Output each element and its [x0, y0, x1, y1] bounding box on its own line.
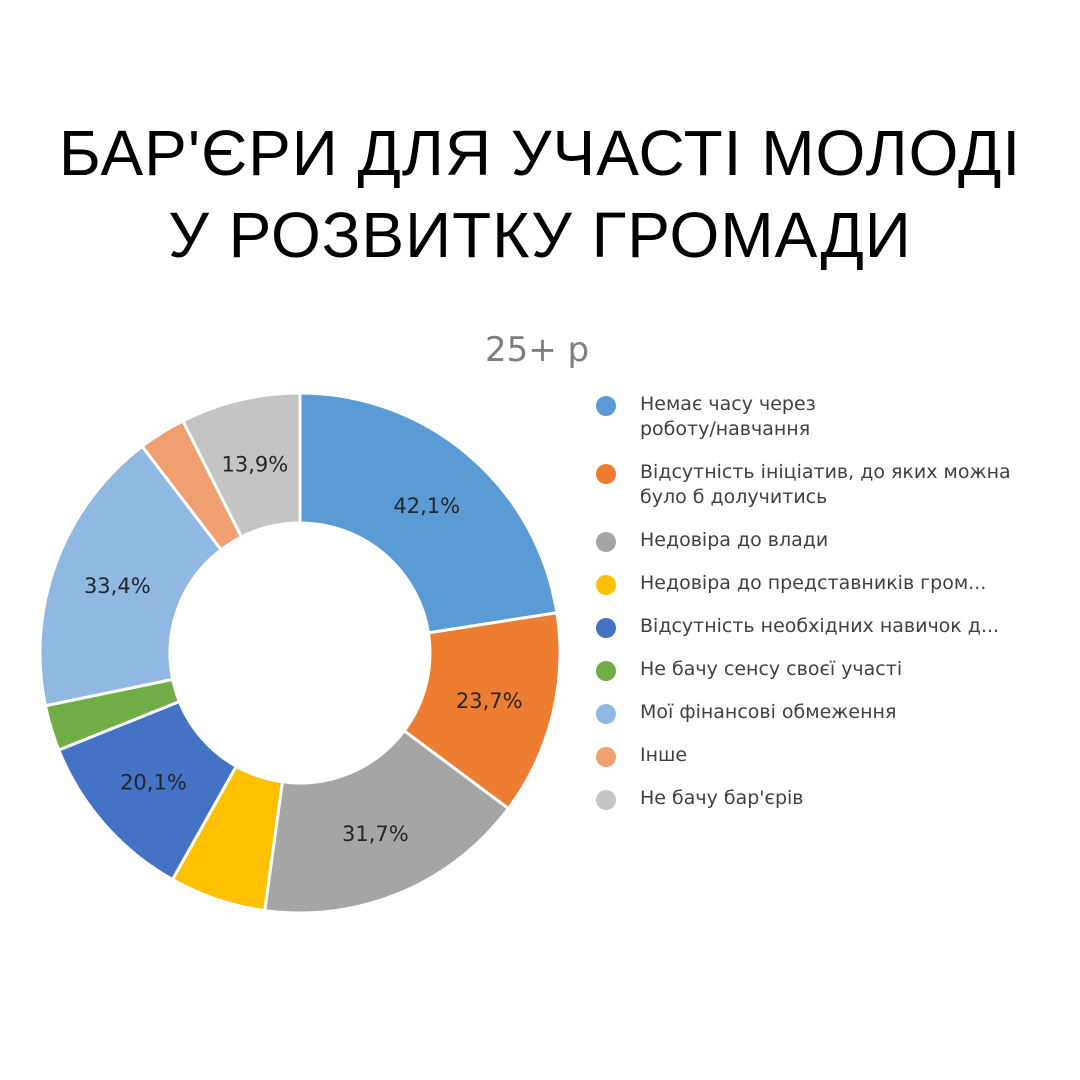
legend-item-5: Відсутність необхідних навичок д...	[594, 614, 1054, 639]
legend-item-9: Не бачу бар'єрів	[594, 786, 1054, 811]
legend-label-1: Немає часу через роботу/навчання	[640, 393, 816, 440]
title-line-1: БАР'ЄРИ ДЛЯ УЧАСТІ МОЛОДІ	[58, 117, 1022, 189]
data-label-5: 20,1%	[120, 771, 187, 795]
data-label-3: 31,7%	[342, 822, 409, 846]
legend-item-7: Мої фінансові обмеження	[594, 700, 1054, 725]
legend-swatch-1	[596, 396, 616, 416]
title-line-2: У РОЗВИТКУ ГРОМАДИ	[168, 199, 912, 271]
donut-slice-1	[298, 391, 559, 635]
legend-item-3: Недовіра до влади	[594, 528, 1054, 553]
legend-swatch-8	[596, 747, 616, 767]
data-label-7: 33,4%	[84, 574, 151, 598]
legend-swatch-9	[596, 790, 616, 810]
legend-item-1: Немає часу через роботу/навчання	[594, 392, 1054, 442]
legend-label-4: Недовіра до представників гром...	[640, 572, 987, 594]
page-title: БАР'ЄРИ ДЛЯ УЧАСТІ МОЛОДІ У РОЗВИТКУ ГРО…	[0, 112, 1080, 276]
data-label-1: 42,1%	[393, 494, 460, 518]
legend-label-9: Не бачу бар'єрів	[640, 787, 804, 809]
legend-swatch-5	[596, 618, 616, 638]
data-label-9: 13,9%	[221, 452, 288, 476]
chart-subtitle: 25+ р	[485, 330, 590, 370]
legend-label-5: Відсутність необхідних навичок д...	[640, 615, 1000, 637]
legend-item-2: Відсутність ініціатив, до яких можна бул…	[594, 460, 1054, 510]
legend-swatch-4	[596, 575, 616, 595]
legend-label-3: Недовіра до влади	[640, 529, 829, 551]
legend-swatch-7	[596, 704, 616, 724]
legend-swatch-2	[596, 464, 616, 484]
donut-slice-3	[263, 728, 511, 915]
legend-label-7: Мої фінансові обмеження	[640, 701, 897, 723]
donut-slice-9	[180, 391, 302, 539]
legend-swatch-6	[596, 661, 616, 681]
legend-label-8: Інше	[640, 744, 688, 766]
legend-label-2: Відсутність ініціатив, до яких можна бул…	[640, 461, 1011, 508]
legend-item-8: Інше	[594, 743, 1054, 768]
legend-item-4: Недовіра до представників гром...	[594, 571, 1054, 596]
legend-label-6: Не бачу сенсу своєї участі	[640, 658, 903, 680]
chart-legend: Немає часу через роботу/навчання Відсутні…	[594, 392, 1054, 829]
legend-item-6: Не бачу сенсу своєї участі	[594, 657, 1054, 682]
donut-slice-7	[38, 444, 224, 708]
data-label-2: 23,7%	[456, 689, 523, 713]
legend-swatch-3	[596, 532, 616, 552]
